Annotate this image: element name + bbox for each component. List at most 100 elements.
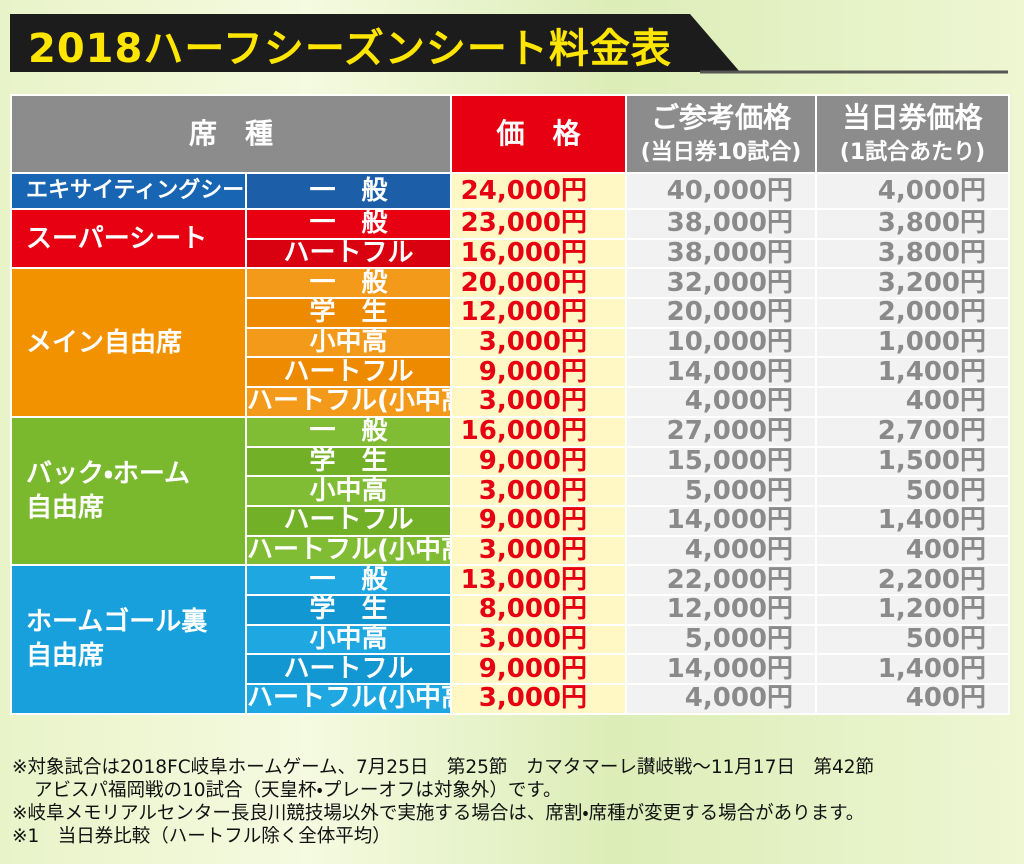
reference-price: 14,000円 <box>625 504 818 537</box>
title-background <box>10 14 740 72</box>
seat-type: ハートフル(小中高) <box>244 683 453 715</box>
header-reference: ご参考価格 (当日券10試合) <box>625 94 818 174</box>
price: 9,000円 <box>450 653 628 685</box>
title-bar <box>10 14 1008 74</box>
seat-group: メイン自由席 <box>10 267 247 418</box>
table-row: 学 生 9,000円 15,000円 1,500円 <box>11 445 1011 478</box>
day-price: 2,000円 <box>815 297 1011 329</box>
price: 20,000円 <box>450 267 628 300</box>
reference-price: 27,000円 <box>625 415 818 448</box>
table-row: メイン自由席 一 般 20,000円 32,000円 3,200円 <box>10 267 1011 418</box>
seat-type: 小中高 <box>244 326 453 359</box>
reference-price: 38,000円 <box>625 237 818 270</box>
price: 24,000円 <box>450 172 628 210</box>
day-price: 1,500円 <box>815 445 1011 478</box>
price: 13,000円 <box>450 564 628 596</box>
day-price: 3,800円 <box>815 237 1011 270</box>
header-text: ご参考価格 <box>651 100 792 134</box>
reference-price: 14,000円 <box>625 356 818 389</box>
seat-type: 学 生 <box>244 297 453 329</box>
reference-price: 38,000円 <box>625 208 818 240</box>
seat-type: 小中高 <box>244 475 453 507</box>
header-subtext: (1試合あたり) <box>839 140 986 165</box>
seat-group: スーパーシート <box>10 207 247 270</box>
title: 2018ハーフシーズンシート料金表 <box>28 26 672 72</box>
table-row: ハートフル 9,000円 14,000円 1,400円 <box>11 356 1011 389</box>
header-row: 席 種 価 格 ご参考価格 (当日券10試合) 当日券価格 (1試合あたり) <box>9 94 1011 174</box>
note: アビスパ福岡戦の10試合（天皇杯・プレーオフは対象外）です。 <box>34 780 562 801</box>
seat-group: バック・ホーム 自由席 <box>10 415 247 567</box>
seat-group: ホームゴール裏 自由席 <box>10 564 247 715</box>
seat-group-name: ホームゴール裏 <box>26 607 208 638</box>
day-price: 3,800円 <box>815 208 1011 240</box>
table-row: 学 生 12,000円 20,000円 2,000円 <box>11 297 1011 329</box>
price: 3,000円 <box>450 326 628 359</box>
price: 3,000円 <box>450 534 628 567</box>
header-seat: 席 種 <box>9 94 453 174</box>
seat-type: ハートフル <box>244 504 453 537</box>
seat-group-name: 自由席 <box>26 493 105 524</box>
seat-type: 一 般 <box>244 564 453 596</box>
price: 3,000円 <box>450 386 628 418</box>
reference-price: 12,000円 <box>625 593 818 626</box>
reference-price: 5,000円 <box>625 475 818 507</box>
table-row: 小中高 3,000円 10,000円 1,000円 <box>11 326 1011 359</box>
header-price: 価 格 <box>450 94 628 174</box>
table-row: ハートフル 9,000円 14,000円 1,400円 <box>11 504 1011 537</box>
reference-price: 4,000円 <box>625 386 818 418</box>
table-row: バック・ホーム 自由席一 般 16,000円 27,000円 2,700円 <box>10 415 1011 567</box>
day-price: 1,400円 <box>815 504 1011 537</box>
seat-group-name: エキサイティングシート <box>26 178 246 203</box>
day-price: 1,400円 <box>815 653 1011 685</box>
seat-group-name: 自由席 <box>26 641 105 672</box>
reference-price: 22,000円 <box>625 564 818 596</box>
table-header: 席 種 価 格 ご参考価格 (当日券10試合) 当日券価格 (1試合あたり) <box>9 94 1011 174</box>
day-price: 3,200円 <box>815 267 1011 300</box>
reference-price: 10,000円 <box>625 326 818 359</box>
reference-price: 40,000円 <box>625 172 818 210</box>
seat-type: 一 般 <box>244 267 453 300</box>
price: 8,000円 <box>450 593 628 626</box>
table-row: スーパーシート 一 般 23,000円 38,000円 3,800円 <box>10 207 1011 270</box>
table-row: ハートフル 9,000円 14,000円 1,400円 <box>11 653 1011 685</box>
header-text: 当日券価格 <box>842 100 983 134</box>
day-price: 2,700円 <box>815 415 1011 448</box>
seat-type: 一 般 <box>244 208 453 240</box>
reference-price: 32,000円 <box>625 267 818 300</box>
price: 23,000円 <box>450 208 628 240</box>
reference-price: 15,000円 <box>625 445 818 478</box>
price: 9,000円 <box>450 504 628 537</box>
seat-group-name: メイン自由席 <box>26 327 183 358</box>
table-row: 小中高 3,000円 5,000円 500円 <box>11 475 1011 507</box>
reference-price: 5,000円 <box>625 623 818 656</box>
seat-type: ハートフル(小中高) <box>244 386 453 418</box>
table-row: 学 生 8,000円 12,000円 1,200円 <box>11 593 1011 626</box>
seat-type: 一 般 <box>244 172 453 210</box>
table-row: エキサイティングシート一 般 24,000円 40,000円 4,000円 <box>10 172 1011 210</box>
note: ※岐阜メモリアルセンター長良川競技場以外で実施する場合は、席割・席種が変更する場… <box>12 803 865 824</box>
day-price: 500円 <box>815 475 1011 507</box>
header-day: 当日券価格 (1試合あたり) <box>815 94 1011 174</box>
price-table: 席 種 価 格 ご参考価格 (当日券10試合) 当日券価格 (1試合あたり) エキサ… <box>9 94 1011 715</box>
reference-price: 4,000円 <box>625 534 818 567</box>
price: 3,000円 <box>450 475 628 507</box>
price: 9,000円 <box>450 356 628 389</box>
day-price: 400円 <box>815 386 1011 418</box>
day-price: 1,000円 <box>815 326 1011 359</box>
reference-price: 14,000円 <box>625 653 818 685</box>
seat-type: ハートフル <box>244 356 453 389</box>
price: 9,000円 <box>450 445 628 478</box>
table-row: 小中高 3,000円 5,000円 500円 <box>11 623 1011 656</box>
price: 16,000円 <box>450 415 628 448</box>
day-price: 500円 <box>815 623 1011 656</box>
header-subtext: (当日券10試合) <box>640 140 802 165</box>
seat-group-name: スーパーシート <box>26 223 208 254</box>
price: 12,000円 <box>450 297 628 329</box>
seat-group-name: バック・ホーム <box>26 459 191 490</box>
note: ※対象試合は2018FC岐阜ホームゲーム、7月25日 第25節 カマタマーレ讃岐… <box>12 757 875 778</box>
day-price: 1,400円 <box>815 356 1011 389</box>
seat-type: ハートフル <box>244 237 453 270</box>
table-row: ハートフル 16,000円 38,000円 3,800円 <box>11 237 1011 270</box>
